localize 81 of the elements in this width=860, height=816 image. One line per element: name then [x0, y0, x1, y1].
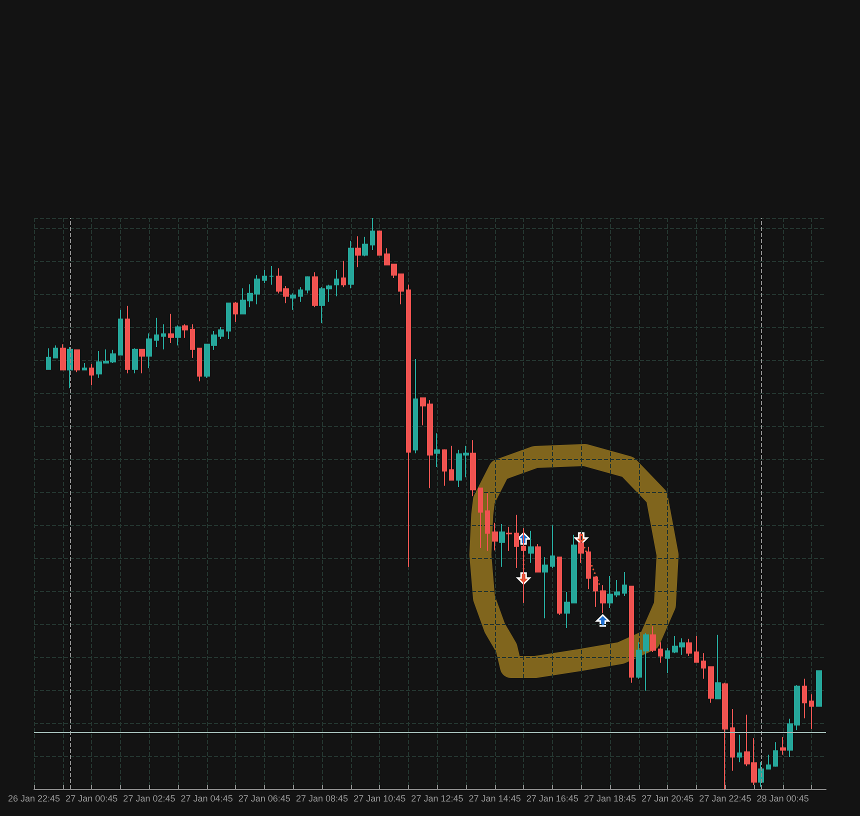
candlestick	[118, 309, 123, 356]
candlestick	[528, 530, 534, 564]
candlestick	[362, 236, 368, 257]
candlestick	[355, 236, 361, 268]
candlestick	[312, 272, 318, 308]
candlestick	[154, 317, 159, 348]
x-tick-label: 27 Jan 22:45	[699, 794, 752, 804]
x-tick-label: 27 Jan 20:45	[642, 794, 694, 804]
candlestick	[197, 348, 202, 382]
candlestick	[514, 514, 519, 569]
x-tick-label: 27 Jan 00:45	[66, 794, 118, 804]
candlestick	[701, 652, 706, 680]
candlestick	[730, 708, 735, 772]
x-tick-label: 27 Jan 12:45	[411, 794, 464, 804]
candlestick	[146, 332, 152, 369]
candlestick	[470, 440, 476, 497]
candlestick	[233, 301, 238, 322]
candlestick	[715, 634, 721, 700]
candlestick	[74, 349, 80, 373]
candlestick	[694, 635, 699, 664]
candlestick	[434, 432, 440, 468]
x-tick-label: 28 Jan 00:45	[756, 794, 809, 804]
candlestick	[499, 524, 505, 568]
candlestick	[622, 572, 627, 596]
candlestick	[60, 344, 66, 370]
candlestick	[449, 445, 454, 481]
candlestick	[348, 240, 354, 289]
candlestick	[650, 626, 656, 652]
x-tick-label: 26 Jan 22:45	[8, 794, 60, 804]
candlestick	[53, 344, 58, 358]
candlestick	[658, 642, 663, 664]
candlestick	[125, 305, 130, 374]
candlestick	[665, 647, 670, 674]
candlestick	[82, 362, 87, 370]
candlestick	[290, 292, 296, 310]
candlestick	[542, 556, 548, 619]
x-tick-label: 27 Jan 02:45	[123, 794, 176, 804]
x-tick-label: 27 Jan 18:45	[584, 794, 636, 804]
candlestick	[809, 694, 814, 730]
candlestick	[629, 586, 634, 684]
candlestick	[139, 348, 145, 374]
candlestick	[377, 230, 382, 256]
candlestick	[168, 313, 174, 344]
x-tick-label: 27 Jan 08:45	[296, 794, 348, 804]
candlestick	[485, 492, 490, 552]
candlestick	[89, 364, 94, 386]
candlestick	[802, 678, 807, 719]
candlestick	[175, 324, 181, 346]
candlestick	[262, 269, 267, 284]
candlestick	[442, 448, 447, 486]
candlestick	[132, 348, 138, 374]
candlestick	[766, 754, 771, 770]
candlestick	[478, 488, 483, 549]
x-tick-label: 27 Jan 16:45	[526, 794, 578, 804]
candlestick	[557, 556, 562, 616]
candlestick	[370, 218, 375, 250]
candlestick	[46, 348, 51, 370]
candlestick	[298, 286, 303, 302]
candlestick	[341, 260, 346, 288]
candlestick	[226, 302, 231, 340]
x-tick-label: 27 Jan 06:45	[238, 794, 290, 804]
candlestick	[773, 742, 778, 768]
candlestick	[269, 265, 274, 286]
candlestick	[686, 638, 692, 656]
candlestick	[816, 670, 822, 707]
candlestick	[535, 544, 541, 573]
candlestick	[161, 324, 166, 350]
x-tick-label: 27 Jan 10:45	[354, 794, 406, 804]
candlestick	[708, 666, 714, 704]
candlestick	[506, 526, 512, 552]
candlestick	[780, 736, 786, 756]
candlestick	[413, 358, 418, 454]
candlestick	[737, 734, 742, 763]
x-tick-label: 27 Jan 04:45	[180, 794, 233, 804]
candlestick	[550, 524, 555, 569]
candlestick	[334, 269, 339, 297]
candlestick	[190, 324, 195, 358]
candlestick	[492, 522, 498, 551]
candlestick	[305, 276, 310, 294]
x-tick-label: 27 Jan 14:45	[468, 794, 521, 804]
candlestick	[182, 324, 188, 338]
